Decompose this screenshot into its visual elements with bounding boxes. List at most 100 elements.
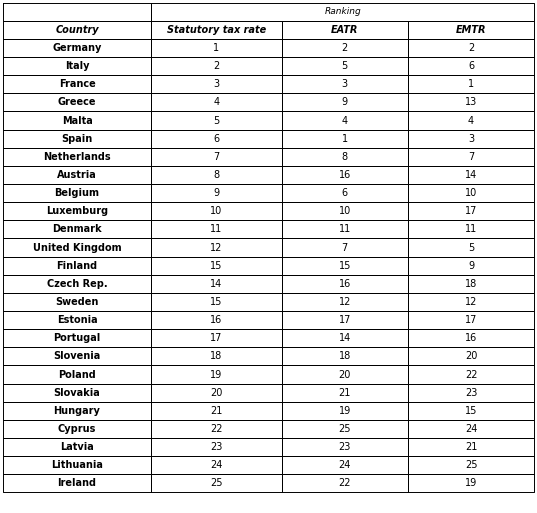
Text: Italy: Italy — [65, 61, 89, 71]
Text: EATR: EATR — [331, 25, 358, 35]
Text: 18: 18 — [211, 351, 222, 361]
Text: 18: 18 — [465, 279, 477, 289]
Text: 25: 25 — [210, 479, 223, 488]
Text: 20: 20 — [211, 388, 223, 398]
Text: 7: 7 — [468, 152, 474, 162]
Text: 10: 10 — [465, 188, 477, 198]
Text: 7: 7 — [342, 243, 348, 252]
Text: 12: 12 — [211, 243, 223, 252]
Text: 24: 24 — [211, 460, 223, 470]
Text: 9: 9 — [468, 261, 474, 271]
Text: Poland: Poland — [58, 369, 96, 380]
Text: 17: 17 — [465, 206, 477, 216]
Text: Germany: Germany — [52, 43, 101, 53]
Text: 25: 25 — [338, 424, 351, 434]
Text: 2: 2 — [213, 61, 220, 71]
Text: 15: 15 — [338, 261, 351, 271]
Text: Slovakia: Slovakia — [54, 388, 100, 398]
Text: 24: 24 — [338, 460, 351, 470]
Text: 6: 6 — [468, 61, 474, 71]
Text: 23: 23 — [211, 442, 223, 452]
Text: France: France — [59, 79, 96, 89]
Text: 14: 14 — [211, 279, 222, 289]
Text: 12: 12 — [338, 297, 351, 307]
Text: 24: 24 — [465, 424, 477, 434]
Text: 20: 20 — [338, 369, 351, 380]
Text: Czech Rep.: Czech Rep. — [47, 279, 107, 289]
Text: Ireland: Ireland — [57, 479, 97, 488]
Text: 2: 2 — [468, 43, 474, 53]
Text: United Kingdom: United Kingdom — [33, 243, 121, 252]
Text: Ranking: Ranking — [324, 7, 361, 16]
Text: 5: 5 — [342, 61, 348, 71]
Text: Latvia: Latvia — [60, 442, 94, 452]
Text: 7: 7 — [213, 152, 220, 162]
Text: 16: 16 — [339, 279, 351, 289]
Text: 14: 14 — [465, 170, 477, 180]
Text: 19: 19 — [339, 406, 351, 416]
Text: Sweden: Sweden — [55, 297, 99, 307]
Text: 23: 23 — [338, 442, 351, 452]
Text: 4: 4 — [342, 115, 348, 126]
Text: 15: 15 — [211, 261, 223, 271]
Text: Netherlands: Netherlands — [43, 152, 111, 162]
Text: Malta: Malta — [62, 115, 92, 126]
Text: 11: 11 — [211, 224, 222, 234]
Text: 20: 20 — [465, 351, 477, 361]
Text: 9: 9 — [342, 97, 348, 107]
Text: Luxemburg: Luxemburg — [46, 206, 108, 216]
Text: 8: 8 — [342, 152, 348, 162]
Text: 6: 6 — [213, 134, 220, 144]
Text: Greece: Greece — [58, 97, 96, 107]
Text: 5: 5 — [213, 115, 220, 126]
Text: Austria: Austria — [57, 170, 97, 180]
Text: 19: 19 — [465, 479, 477, 488]
Text: 16: 16 — [465, 333, 477, 343]
Text: 1: 1 — [468, 79, 474, 89]
Text: 8: 8 — [213, 170, 220, 180]
Text: 17: 17 — [465, 315, 477, 325]
Text: 1: 1 — [342, 134, 348, 144]
Text: 9: 9 — [213, 188, 220, 198]
Text: 5: 5 — [468, 243, 474, 252]
Text: Statutory tax rate: Statutory tax rate — [167, 25, 266, 35]
Text: Finland: Finland — [56, 261, 98, 271]
Text: Slovenia: Slovenia — [53, 351, 100, 361]
Text: 21: 21 — [338, 388, 351, 398]
Text: EMTR: EMTR — [456, 25, 487, 35]
Text: 16: 16 — [211, 315, 222, 325]
Text: Lithuania: Lithuania — [51, 460, 103, 470]
Text: 22: 22 — [465, 369, 477, 380]
Text: 14: 14 — [339, 333, 351, 343]
Text: Portugal: Portugal — [53, 333, 100, 343]
Text: 11: 11 — [465, 224, 477, 234]
Text: 12: 12 — [465, 297, 477, 307]
Text: 15: 15 — [465, 406, 477, 416]
Text: 1: 1 — [213, 43, 220, 53]
Text: 10: 10 — [339, 206, 351, 216]
Text: 25: 25 — [465, 460, 477, 470]
Text: Belgium: Belgium — [55, 188, 99, 198]
Text: 2: 2 — [342, 43, 348, 53]
Text: Hungary: Hungary — [54, 406, 100, 416]
Text: 6: 6 — [342, 188, 348, 198]
Text: 23: 23 — [465, 388, 477, 398]
Text: 21: 21 — [211, 406, 223, 416]
Text: 19: 19 — [211, 369, 222, 380]
Text: 17: 17 — [338, 315, 351, 325]
Text: 3: 3 — [468, 134, 474, 144]
Text: 21: 21 — [465, 442, 477, 452]
Text: 10: 10 — [211, 206, 222, 216]
Text: Estonia: Estonia — [57, 315, 97, 325]
Text: 3: 3 — [213, 79, 220, 89]
Text: Country: Country — [55, 25, 99, 35]
Text: 11: 11 — [339, 224, 351, 234]
Text: Denmark: Denmark — [52, 224, 102, 234]
Text: Spain: Spain — [61, 134, 93, 144]
Text: 4: 4 — [468, 115, 474, 126]
Text: 18: 18 — [339, 351, 351, 361]
Text: 4: 4 — [213, 97, 220, 107]
Text: 17: 17 — [211, 333, 223, 343]
Text: Cyprus: Cyprus — [58, 424, 96, 434]
Text: 13: 13 — [465, 97, 477, 107]
